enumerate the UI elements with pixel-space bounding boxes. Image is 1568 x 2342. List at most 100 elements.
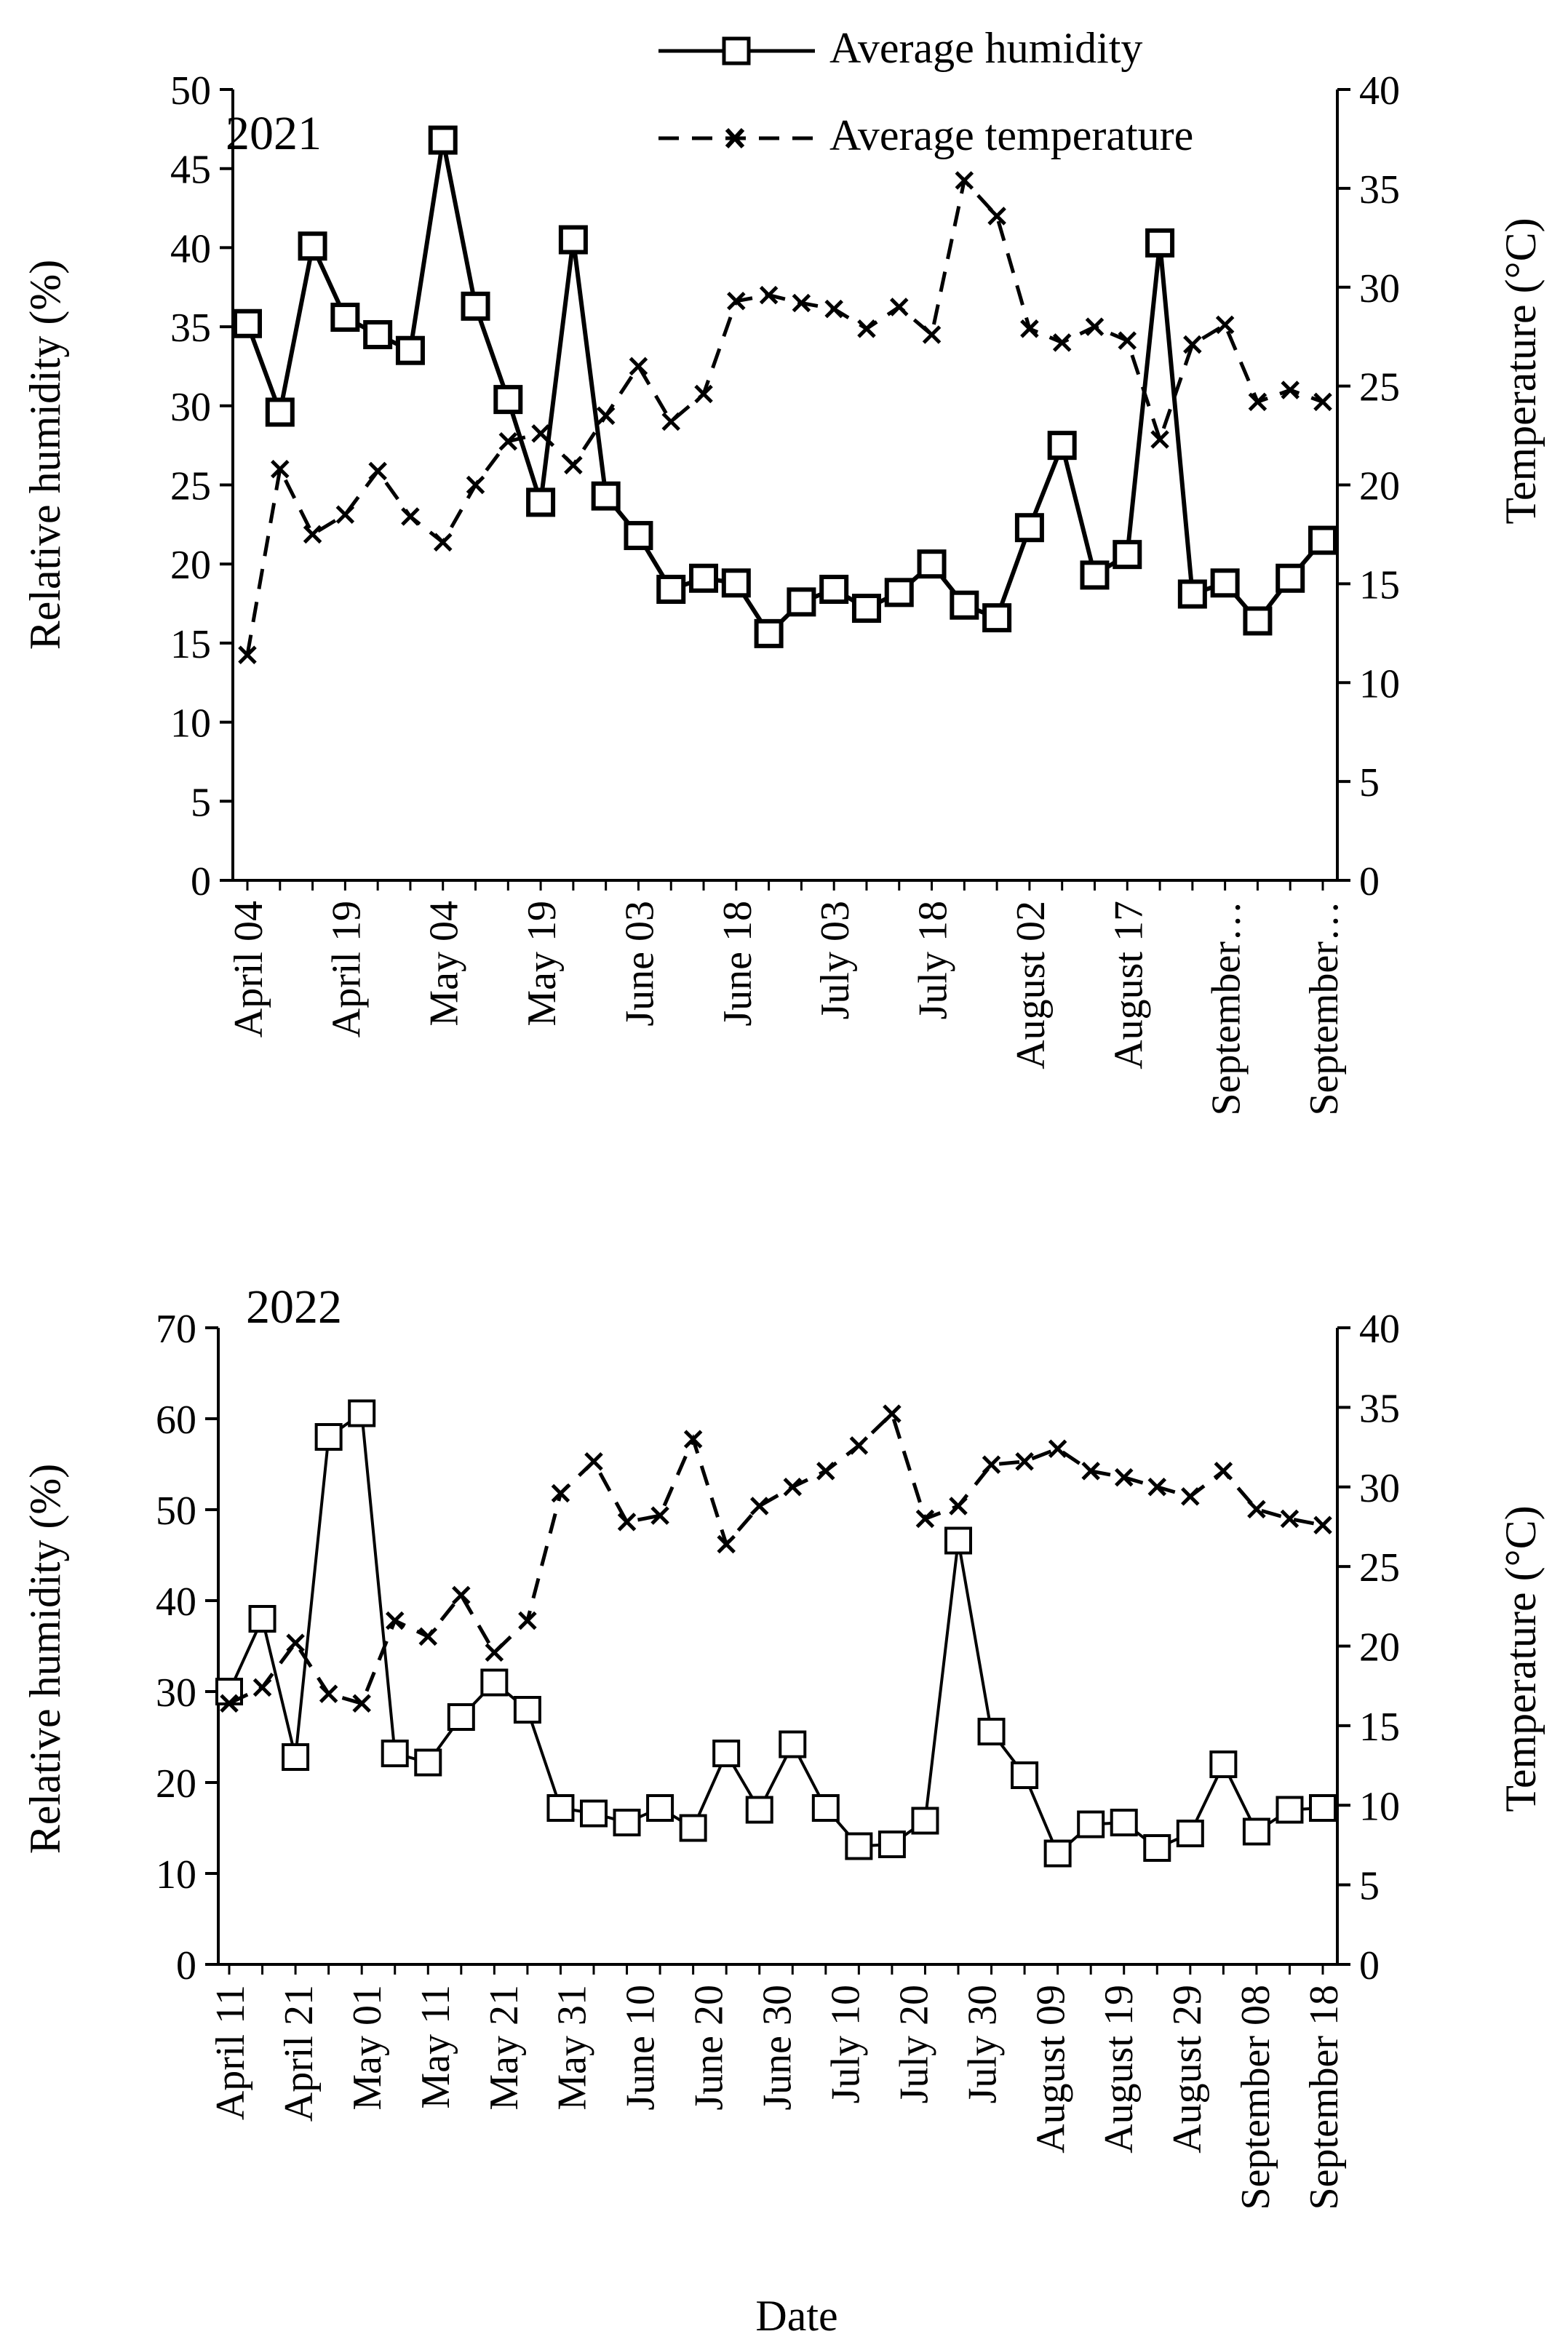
chart-2022-humidity-point <box>580 1799 608 1828</box>
chart-2022-y-tick-label: 60 <box>156 1398 196 1443</box>
chart-2022-temperature-point <box>1015 1451 1034 1471</box>
chart-2021-temperature-point <box>987 207 1006 226</box>
chart-2022-temperature-point <box>252 1678 272 1697</box>
chart-2021-humidity-point <box>1308 525 1337 555</box>
chart-2021-x-tick-label: June 18 <box>715 901 760 1027</box>
chart-2021-y2-tick-label: 15 <box>1359 562 1400 608</box>
chart-2022-y2-axis-label: Temperature (°C) <box>1497 1505 1545 1812</box>
chart-2022-humidity-point <box>944 1526 972 1555</box>
chart-2022-temperature-point <box>1313 1515 1332 1535</box>
chart-2021-x-tick-label: May 04 <box>422 901 467 1027</box>
chart-2022-temperature-point <box>883 1404 902 1423</box>
chart-2022-temperature-point <box>1247 1499 1266 1519</box>
chart-2021-temperature-point <box>1281 381 1300 399</box>
chart-2022-y-tick-label: 50 <box>156 1489 196 1534</box>
chart-2021-y-axis-label: Relative humidity (%) <box>21 260 69 650</box>
chart-2022-humidity-point <box>845 1832 873 1860</box>
chart-2021-y2-tick-label: 30 <box>1359 266 1400 311</box>
chart-2021-temperature-line <box>245 176 1324 656</box>
chart-2021-temperature-point <box>1248 392 1267 412</box>
chart-2021-temperature-point <box>661 412 681 431</box>
chart-2021-x-tick-label: August 02 <box>1008 901 1054 1070</box>
chart-2022-humidity-point <box>977 1718 1006 1745</box>
chart-2022-humidity-point <box>1176 1820 1204 1847</box>
chart-2021-y-tick-label: 25 <box>170 464 211 509</box>
chart-2022-temperature-point <box>749 1497 769 1515</box>
chart-2021-x-tick-label: August 17 <box>1106 901 1151 1070</box>
chart-2022-temperature-point <box>551 1483 570 1503</box>
chart-2022-humidity-point <box>745 1796 773 1824</box>
chart-2021-humidity-point <box>1276 563 1305 593</box>
chart-2021-humidity-point <box>851 594 881 624</box>
chart-2021-temperature-point <box>1313 392 1332 412</box>
chart-2022-humidity-point <box>1276 1796 1304 1824</box>
chart-2022-x-tick-label: September 18 <box>1302 1985 1347 2210</box>
chart-2022-temperature-point <box>385 1611 405 1630</box>
chart-2022-temperature-point <box>1081 1462 1100 1481</box>
chart-2021-humidity-point <box>558 225 588 255</box>
chart-2022-temperature-point <box>1048 1439 1067 1459</box>
chart-2022-y2-tick-label: 40 <box>1359 1307 1400 1352</box>
chart-2021-temperature-point <box>694 384 713 404</box>
chart-2021-humidity-point <box>982 603 1012 633</box>
chart-2021-humidity-point <box>721 568 751 598</box>
chart-2021-temperature-point <box>759 285 779 305</box>
chart-2021-temperature-point <box>792 293 811 313</box>
chart-2021-humidity-point <box>1047 431 1077 461</box>
chart-2021-humidity-point <box>1014 513 1044 543</box>
chart-2022-humidity-point <box>1209 1750 1238 1778</box>
chart-2021-temperature-point <box>303 525 322 544</box>
chart-2022-humidity-point <box>1309 1794 1337 1822</box>
chart-2021-humidity-point <box>330 303 360 332</box>
chart-2022-y2-tick-label: 0 <box>1359 1943 1380 1988</box>
chart-2022-humidity-point <box>613 1809 641 1836</box>
chart-2021-y-tick-label: 0 <box>191 859 211 904</box>
chart-2022-humidity-point <box>679 1814 707 1842</box>
chart-2021-temperature-point <box>596 406 616 426</box>
chart-2021-y2-tick-label: 35 <box>1359 167 1400 212</box>
chart-2022-humidity-point <box>646 1794 674 1822</box>
chart-2022-y2-tick-label: 25 <box>1359 1545 1400 1590</box>
chart-2021-temperature-point <box>271 459 290 479</box>
chart-2021-x-tick-label: May 19 <box>520 901 565 1027</box>
chart-2021-temperature-point <box>1183 335 1202 354</box>
chart-2022-humidity-point <box>779 1730 807 1759</box>
chart-2021-temperature-point <box>1118 331 1137 350</box>
chart-2022-humidity-point <box>1143 1834 1171 1862</box>
chart-2022-x-tick-label: April 11 <box>208 1985 253 2120</box>
chart-2021-y2-tick-label: 25 <box>1359 365 1400 410</box>
chart-2022-temperature-point <box>1114 1467 1134 1487</box>
chart-2021-temperature-point <box>955 171 974 190</box>
chart-2021-y-tick-label: 45 <box>170 148 211 193</box>
chart-2022-x-tick-label: July 30 <box>960 1985 1005 2103</box>
chart-2021: 2021 Relative humidity (%) Temperature (… <box>21 68 1545 1115</box>
chart-2021-temperature-point <box>564 455 583 475</box>
chart-2021-humidity-point <box>787 587 816 617</box>
chart-2022-temperature-point <box>1280 1509 1300 1529</box>
chart-2022-temperature-point <box>1214 1462 1233 1481</box>
chart-2021-humidity-point <box>950 590 979 620</box>
chart-2022-humidity-point <box>712 1740 741 1767</box>
chart-2021-humidity-point <box>428 125 458 155</box>
chart-2021-humidity-point <box>395 335 425 365</box>
chart-2022-humidity-point <box>381 1740 409 1767</box>
chart-2022-temperature-point <box>816 1462 835 1481</box>
chart-2022-title: 2022 <box>246 1280 342 1334</box>
chart-2021-x-tick-label: July 03 <box>813 901 858 1019</box>
chart-2021-temperature-point <box>1085 317 1105 336</box>
chart-2021-temperature-point <box>727 292 746 311</box>
chart-2021-humidity-point <box>689 563 719 593</box>
chart-2022-humidity-point <box>282 1743 310 1771</box>
chart-2022-humidity-point <box>877 1831 906 1858</box>
chart-2022-temperature-point <box>518 1611 537 1630</box>
legend-humidity-label: Average humidity <box>829 24 1142 72</box>
chart-2021-humidity-point <box>884 578 914 608</box>
chart-2021-humidity-point <box>233 308 262 338</box>
chart-2022-temperature-point <box>452 1585 471 1605</box>
chart-2021-y2-tick-label: 0 <box>1359 859 1380 904</box>
chart-2021-title: 2021 <box>226 107 322 160</box>
chart-2022-temperature-point <box>849 1436 869 1455</box>
chart-2022-y2-tick-label: 20 <box>1359 1625 1400 1670</box>
chart-2022-x-tick-label: May 01 <box>345 1985 390 2111</box>
